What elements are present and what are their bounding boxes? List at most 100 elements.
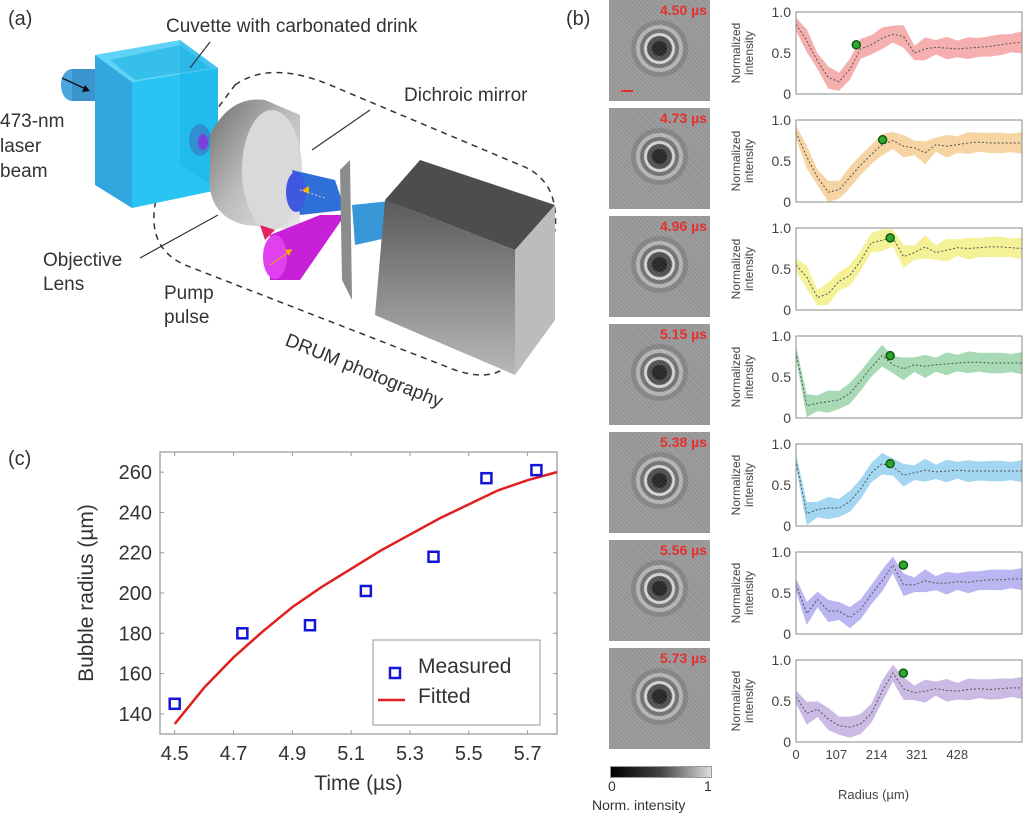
micrograph: 4.73 µs [609, 108, 710, 209]
y-axis-label: Normalizedintensity [729, 455, 756, 516]
y-axis-label: Normalizedintensity [729, 347, 756, 408]
y-tick-label: 0.5 [772, 261, 792, 277]
measured-point [236, 627, 249, 640]
peak-marker [885, 350, 895, 361]
peak-marker [877, 134, 888, 145]
y-tick-label: 0 [783, 410, 791, 426]
y-tick-label: 1.0 [772, 328, 792, 344]
objective-leader [139, 214, 219, 259]
y-tick-label: 180 [119, 623, 152, 645]
objective-callout-2: Lens [43, 274, 85, 295]
colorbar-min: 0 [608, 778, 616, 794]
y-tick-label: 1.0 [772, 436, 792, 452]
mean-profile-line [795, 237, 1023, 299]
x-tick-label: 5.5 [455, 743, 483, 765]
plot-frame [795, 119, 1023, 203]
y-tick-label: 160 [119, 664, 152, 686]
plot-frame [795, 227, 1023, 311]
timestamp-label: 4.96 µs [660, 218, 707, 234]
micrograph: 4.96 µs [609, 216, 710, 317]
y-tick-label: 0.5 [772, 45, 792, 61]
y-axis-label: Normalizedintensity [729, 239, 756, 300]
plot-frame [795, 551, 1023, 635]
colorbar-max: 1 [704, 778, 712, 794]
measured-point [530, 463, 543, 477]
micrograph: 5.56 µs [609, 540, 710, 641]
probe-beam [286, 170, 345, 215]
x-tick-label: 107 [825, 747, 847, 762]
y-tick-label: 140 [119, 704, 152, 726]
pump-callout-1: Pump [164, 283, 214, 304]
peak-marker [898, 668, 909, 678]
y-axis-label: Bubble radius (µm) [75, 504, 98, 682]
x-axis-label: Time (µs) [314, 772, 402, 795]
micrograph: 5.15 µs [609, 324, 710, 425]
y-tick-label: 0 [783, 734, 791, 750]
radius-axis-label: Radius (µm) [838, 787, 910, 802]
micrograph: 5.38 µs [609, 432, 710, 533]
y-tick-label: 1.0 [772, 112, 792, 128]
dichroic-leader [311, 109, 371, 151]
peak-marker [898, 560, 909, 570]
x-tick-label: 4.7 [220, 743, 248, 765]
radial-profile-plot: Normalizedintensity 0 0.5 1.0 [729, 436, 1023, 534]
cuvette-leader [189, 41, 211, 69]
pump-callout-2: pulse [164, 307, 210, 328]
measured-point [168, 697, 181, 711]
y-axis-label: Normalizedintensity [729, 671, 756, 732]
measured-point [303, 618, 317, 632]
setup-diagram [61, 40, 557, 376]
radial-profile-plot: Normalizedintensity 0 0.5 1.0 [729, 220, 1023, 318]
x-tick-label: 4.9 [278, 743, 306, 765]
bubble-radius-chart: 140 160 180 200 220 240 260 4.5 4.7 4.9 5.1 5.3 5.5 5… [75, 451, 558, 795]
measured-point [359, 584, 373, 598]
y-tick-label: 0 [783, 86, 791, 102]
y-tick-label: 0.5 [772, 693, 792, 709]
confidence-band [796, 664, 1022, 738]
peak-marker [885, 458, 895, 469]
measured-point [427, 550, 440, 563]
x-tick-label: 5.3 [396, 743, 424, 765]
radial-profile-plot: Normalizedintensity 0 0.5 1.0 [729, 112, 1023, 210]
mean-profile-line [795, 460, 1022, 515]
y-tick-label: 220 [119, 543, 152, 565]
laser-callout-1: 473-nm [0, 111, 65, 132]
objective-lens [209, 99, 302, 230]
x-tick-label: 428 [946, 747, 968, 762]
timestamp-label: 5.38 µs [660, 434, 707, 450]
pump-pulse [260, 215, 345, 280]
radial-profile-plot: Normalizedintensity 0 0.5 1.0 [729, 4, 1023, 102]
mean-profile-line [795, 672, 1022, 728]
timestamp-label: 5.73 µs [660, 650, 707, 666]
legend-fitted-label: Fitted [418, 685, 471, 708]
plot-frame [795, 443, 1023, 527]
radial-profile-plot: Normalizedintensity 0 0.5 1.0 [729, 328, 1023, 426]
confidence-band [796, 344, 1022, 418]
y-tick-label: 0.5 [772, 585, 792, 601]
objective-callout-1: Objective [43, 250, 123, 271]
panel-c-label: (c) [8, 448, 32, 470]
confidence-band [796, 17, 1022, 91]
mean-profile-line [795, 132, 1022, 193]
y-tick-label: 1.0 [772, 220, 792, 236]
y-axis-label: Normalizedintensity [729, 23, 756, 84]
mean-profile-line [795, 24, 1023, 83]
panel-b-label: (b) [566, 8, 591, 30]
y-tick-label: 1.0 [772, 4, 792, 20]
radial-profile-plot: Normalizedintensity 0 0.5 1.0 [729, 544, 1023, 642]
confidence-band [796, 452, 1022, 526]
y-tick-label: 0.5 [772, 477, 792, 493]
confidence-band [796, 125, 1022, 202]
y-tick-label: 1.0 [772, 544, 792, 560]
y-tick-label: 0.5 [772, 369, 792, 385]
dichroic-callout: Dichroic mirror [404, 85, 528, 106]
measured-point [480, 471, 493, 485]
y-tick-label: 260 [119, 462, 152, 484]
y-tick-label: 0 [783, 302, 791, 318]
x-tick-label: 5.7 [514, 743, 542, 765]
confidence-band [796, 556, 1022, 629]
y-tick-label: 0 [783, 626, 791, 642]
panel-a-label: (a) [8, 8, 33, 30]
radial-profile-plot: Normalizedintensity 0 0.5 1.0 0 107 214 321 428 [729, 652, 1023, 762]
colorbar [610, 766, 712, 778]
